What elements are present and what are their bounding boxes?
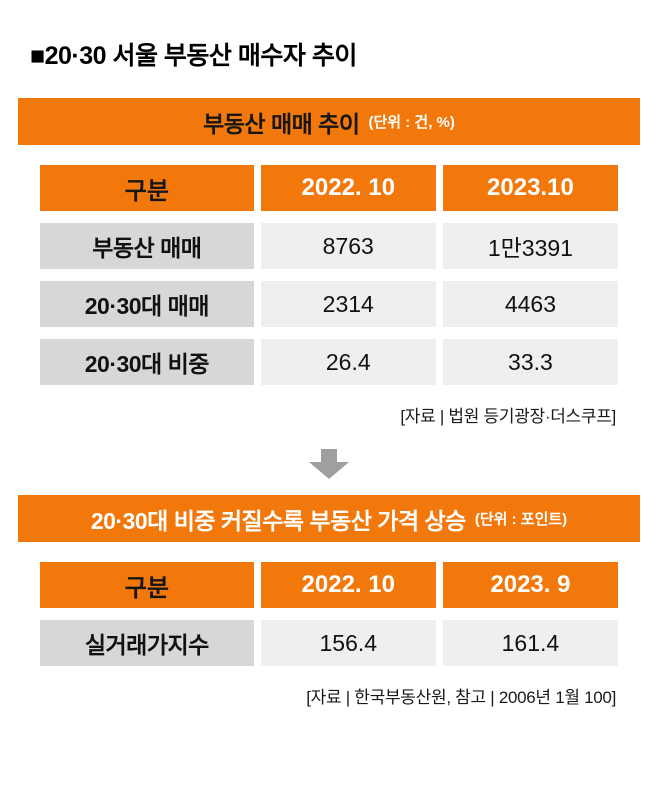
table2-cell-value: 156.4 xyxy=(260,620,436,666)
sales-trend-table: 구분 2022. 10 2023.10 부동산 매매 8763 1만3391 2… xyxy=(40,165,618,385)
down-arrow-icon xyxy=(309,449,349,479)
table2-cell-value: 161.4 xyxy=(442,620,618,666)
table1-header-category: 구분 xyxy=(40,165,254,211)
table2-header-category: 구분 xyxy=(40,562,254,608)
price-index-panel-header: 20·30대 비중 커질수록 부동산 가격 상승 (단위 : 포인트) xyxy=(18,495,640,542)
table1-row-label: 20·30대 매매 xyxy=(40,281,254,327)
table1-cell-value: 4463 xyxy=(442,281,618,327)
table1-cell-value: 2314 xyxy=(260,281,436,327)
price-index-unit: (단위 : 포인트) xyxy=(474,511,568,528)
down-arrow-stem xyxy=(321,449,337,462)
price-index-source: [자료 | 한국부동산원, 참고 | 2006년 1월 100] xyxy=(306,688,616,707)
table1-cell-value: 8763 xyxy=(260,223,436,269)
price-index-panel: 20·30대 비중 커질수록 부동산 가격 상승 (단위 : 포인트) 구분 2… xyxy=(18,495,640,708)
sales-trend-source: [자료 | 법원 등기광장·더스쿠프] xyxy=(400,407,616,426)
price-index-title: 20·30대 비중 커질수록 부동산 가격 상승 xyxy=(90,507,467,534)
price-index-table: 구분 2022. 10 2023. 9 실거래가지수 156.4 161.4 xyxy=(40,562,618,666)
page-title: ■20·30 서울 부동산 매수자 추이 xyxy=(30,42,357,70)
table2-header-2023-9: 2023. 9 xyxy=(442,562,618,608)
table1-cell-value: 1만3391 xyxy=(442,223,618,269)
table2-header-2022-10: 2022. 10 xyxy=(260,562,436,608)
table1-header-2022-10: 2022. 10 xyxy=(260,165,436,211)
sales-trend-panel-header: 부동산 매매 추이 (단위 : 건, %) xyxy=(18,98,640,145)
table1-header-2023-10: 2023.10 xyxy=(442,165,618,211)
sales-trend-title: 부동산 매매 추이 xyxy=(203,110,360,137)
table1-row-label: 20·30대 비중 xyxy=(40,339,254,385)
table2-row-label: 실거래가지수 xyxy=(40,620,254,666)
table1-cell-value: 33.3 xyxy=(442,339,618,385)
table1-row-label: 부동산 매매 xyxy=(40,223,254,269)
sales-trend-unit: (단위 : 건, %) xyxy=(368,114,455,131)
sales-trend-panel: 부동산 매매 추이 (단위 : 건, %) 구분 2022. 10 2023.1… xyxy=(18,98,640,427)
table1-cell-value: 26.4 xyxy=(260,339,436,385)
down-arrow-head xyxy=(309,462,349,479)
